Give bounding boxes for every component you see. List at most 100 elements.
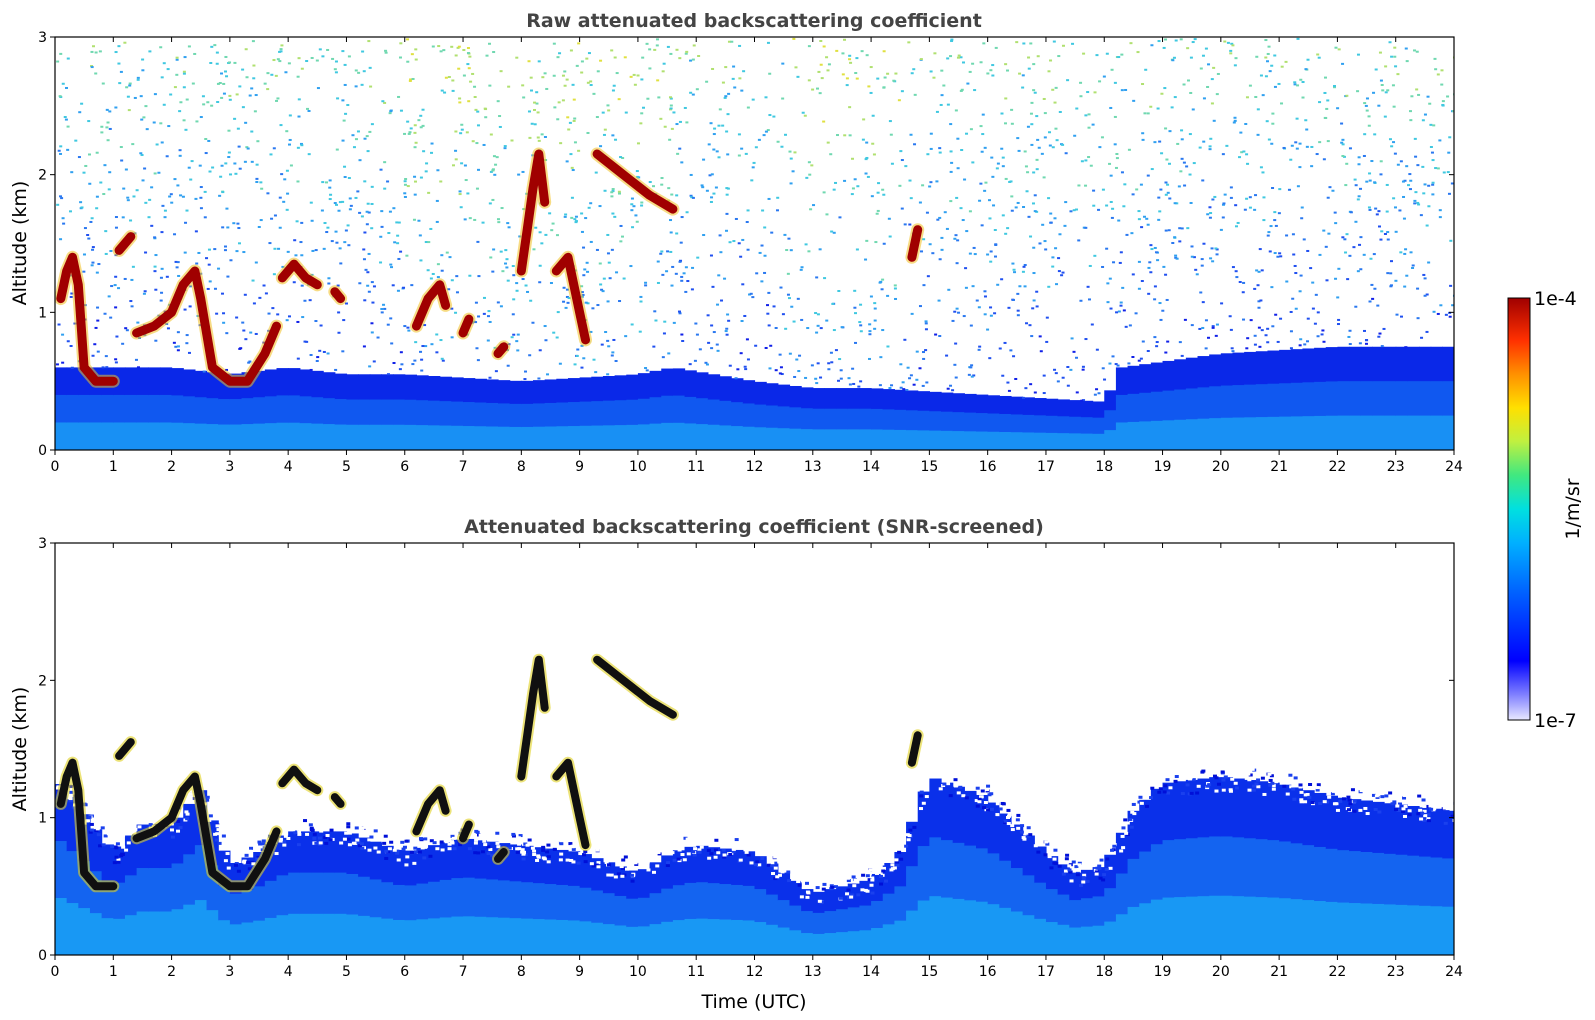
edge-speck: [1303, 800, 1308, 804]
edge-speck: [1437, 799, 1442, 803]
noise-speck: [354, 196, 358, 199]
noise-speck: [482, 143, 486, 146]
edge-speck: [796, 880, 801, 884]
noise-speck: [202, 370, 206, 373]
noise-speck: [343, 63, 347, 66]
edge-speck: [521, 857, 526, 861]
noise-speck: [1348, 254, 1352, 257]
noise-speck: [1023, 150, 1027, 153]
noise-speck: [648, 67, 652, 70]
noise-speck: [1202, 242, 1206, 245]
noise-speck: [925, 381, 929, 384]
noise-speck: [717, 274, 721, 277]
edge-speck: [1416, 812, 1421, 816]
noise-speck: [743, 365, 747, 368]
noise-speck: [226, 275, 230, 278]
noise-speck: [1122, 309, 1126, 312]
noise-speck: [725, 229, 729, 232]
noise-speck: [1131, 193, 1135, 196]
cloud-layer: [132, 772, 281, 891]
edge-speck: [938, 787, 943, 791]
noise-speck: [1086, 285, 1090, 288]
bl-cell: [1407, 381, 1420, 417]
noise-speck: [1106, 301, 1110, 304]
noise-speck: [393, 241, 397, 244]
edge-speck: [1074, 865, 1079, 869]
screened-cell: [159, 824, 173, 869]
noise-speck: [924, 320, 928, 323]
noise-speck: [450, 279, 454, 282]
noise-speck: [489, 256, 493, 259]
edge-speck: [278, 837, 283, 841]
screened-cell: [101, 844, 114, 882]
noise-speck: [1098, 146, 1102, 149]
screened-cell: [1267, 782, 1280, 841]
noise-speck: [1124, 325, 1128, 328]
screened-cell: [1220, 777, 1234, 837]
edge-speck: [766, 863, 771, 867]
bl-cell: [1337, 415, 1350, 450]
edge-speck: [1392, 800, 1397, 804]
noise-speck: [1129, 42, 1133, 45]
edge-speck: [1157, 790, 1162, 794]
bl-cell: [66, 367, 79, 396]
noise-speck: [858, 321, 862, 324]
noise-speck: [399, 42, 403, 45]
bl-cell: [194, 370, 208, 398]
bl-cell: [591, 376, 604, 402]
noise-speck: [64, 118, 68, 121]
noise-speck: [700, 184, 704, 187]
bl-cell: [941, 411, 954, 432]
noise-speck: [408, 79, 412, 82]
noise-speck: [576, 348, 580, 351]
noise-speck: [454, 149, 458, 152]
noise-speck: [119, 146, 123, 149]
noise-speck: [1234, 57, 1238, 60]
edge-speck: [1124, 831, 1129, 835]
screened-cell: [1034, 846, 1047, 884]
screened-cell: [544, 884, 557, 921]
noise-speck: [1092, 204, 1096, 207]
noise-speck: [552, 42, 556, 45]
noise-speck: [178, 149, 182, 152]
noise-speck: [1039, 350, 1043, 353]
noise-speck: [779, 366, 783, 369]
edge-speck: [1196, 784, 1201, 788]
noise-speck: [772, 115, 776, 118]
bl-cell: [894, 429, 907, 450]
noise-speck: [561, 99, 565, 102]
noise-speck: [494, 163, 498, 166]
noise-speck: [307, 153, 311, 156]
noise-speck: [796, 75, 800, 78]
noise-speck: [511, 313, 515, 316]
edge-speck: [571, 860, 576, 864]
noise-speck: [749, 292, 753, 295]
noise-speck: [851, 187, 855, 190]
noise-speck: [1375, 213, 1379, 216]
edge-speck: [714, 838, 719, 842]
noise-speck: [310, 219, 314, 222]
edge-speck: [329, 828, 334, 832]
edge-speck: [1010, 828, 1015, 832]
noise-speck: [979, 61, 983, 64]
noise-speck: [1393, 152, 1397, 155]
noise-speck: [440, 357, 444, 360]
bl-cell: [369, 374, 383, 401]
edge-speck: [1271, 787, 1276, 791]
bl-cell: [836, 408, 849, 430]
noise-speck: [1146, 174, 1150, 177]
screened-cell: [381, 882, 394, 920]
noise-speck: [220, 292, 224, 295]
noise-speck: [468, 274, 472, 277]
noise-speck: [321, 181, 325, 184]
noise-speck: [419, 350, 423, 353]
noise-speck: [566, 116, 570, 119]
bl-cell: [1022, 414, 1035, 433]
noise-speck: [1134, 312, 1138, 315]
noise-speck: [175, 73, 179, 76]
noise-speck: [1155, 341, 1159, 344]
noise-speck: [1131, 273, 1135, 276]
edge-speck: [1093, 868, 1098, 872]
noise-speck: [1277, 212, 1281, 215]
noise-speck: [289, 164, 293, 167]
